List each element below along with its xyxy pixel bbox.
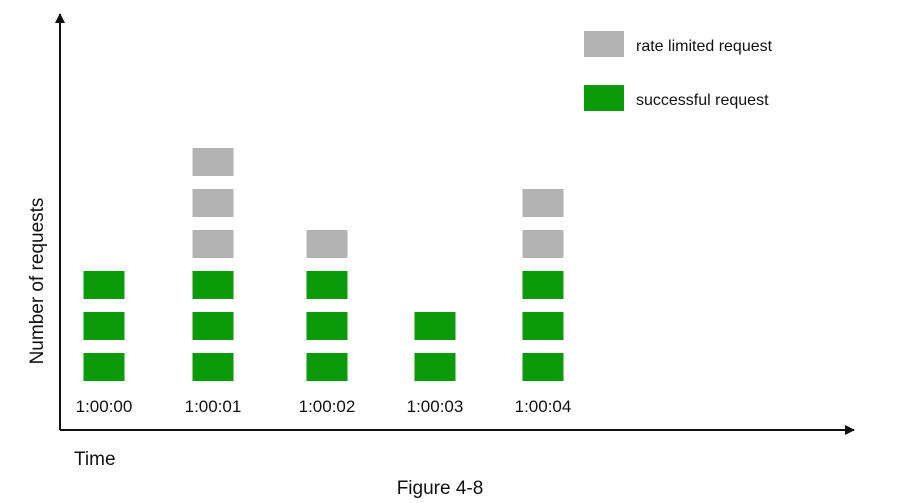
successful-request-block: [192, 271, 234, 299]
x-tick-label: 1:00:03: [407, 397, 464, 416]
legend-label-successful: successful request: [636, 92, 769, 109]
successful-request-block: [522, 271, 564, 299]
successful-request-block: [83, 271, 125, 299]
tick-labels: 1:00:00 1:00:01 1:00:02 1:00:03 1:00:04: [76, 397, 572, 416]
legend: rate limited request successful request: [584, 31, 773, 111]
legend-swatch-successful: [584, 85, 624, 111]
successful-request-block: [306, 353, 348, 381]
rate-limited-request-block: [192, 189, 234, 217]
successful-request-block: [192, 312, 234, 340]
x-tick-label: 1:00:04: [515, 397, 572, 416]
successful-request-block: [522, 312, 564, 340]
successful-request-block: [414, 353, 456, 381]
successful-request-block: [192, 353, 234, 381]
rate-limited-request-block: [192, 148, 234, 176]
successful-request-block: [83, 312, 125, 340]
x-tick-label: 1:00:02: [299, 397, 356, 416]
figure-caption: Figure 4-8: [397, 478, 484, 499]
rate-limited-request-block: [306, 230, 348, 258]
successful-request-block: [306, 271, 348, 299]
rate-limited-request-block: [522, 189, 564, 217]
successful-request-block: [306, 312, 348, 340]
legend-label-rate-limited: rate limited request: [636, 38, 773, 55]
x-tick-label: 1:00:01: [185, 397, 242, 416]
successful-request-block: [522, 353, 564, 381]
successful-request-block: [414, 312, 456, 340]
x-tick-label: 1:00:00: [76, 397, 133, 416]
rate-limited-request-block: [522, 230, 564, 258]
bar-marks: [83, 148, 564, 381]
legend-swatch-rate-limited: [584, 31, 624, 57]
rate-limited-request-block: [192, 230, 234, 258]
y-axis-label: Number of requests: [27, 198, 48, 365]
successful-request-block: [83, 353, 125, 381]
x-axis-label: Time: [74, 449, 116, 470]
